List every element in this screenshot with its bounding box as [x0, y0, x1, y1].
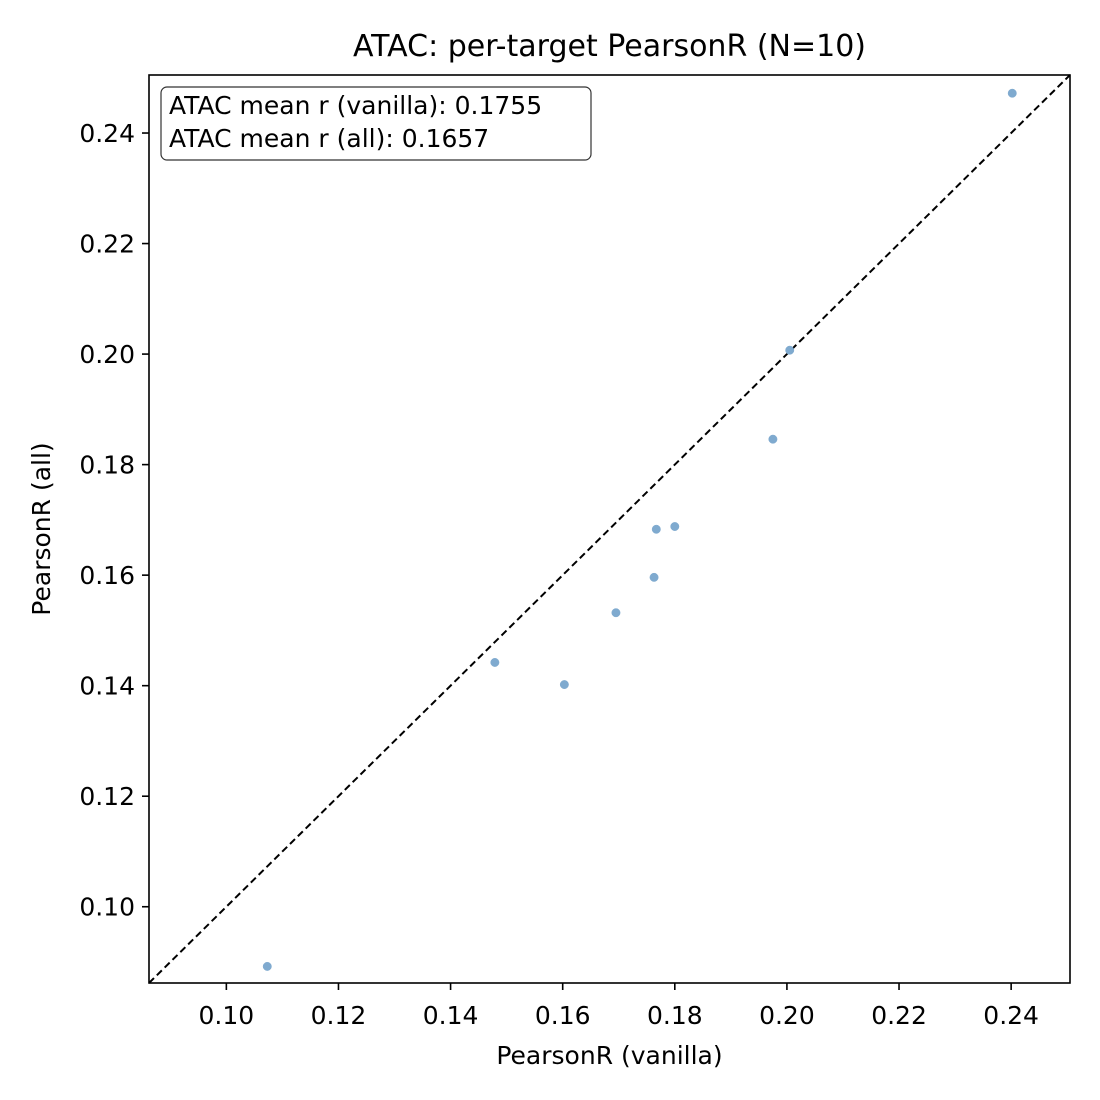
data-point [670, 522, 680, 531]
data-point [768, 434, 778, 444]
y-tick-label: 0.20 [79, 340, 135, 369]
y-tick-label: 0.14 [79, 672, 135, 701]
x-tick-label: 0.22 [871, 1001, 927, 1030]
y-tick-label: 0.22 [79, 230, 135, 259]
x-tick-label: 0.14 [423, 1001, 479, 1030]
x-tick-label: 0.16 [535, 1001, 591, 1030]
data-point [785, 345, 795, 355]
data-point [651, 524, 661, 534]
data-point [559, 680, 569, 690]
x-tick-label: 0.24 [983, 1001, 1039, 1030]
y-tick-label: 0.24 [79, 119, 135, 148]
x-tick-label: 0.20 [759, 1001, 815, 1030]
x-tick-label: 0.12 [311, 1001, 367, 1030]
annotation-line: ATAC mean r (vanilla): 0.1755 [169, 91, 542, 120]
data-point [490, 658, 500, 667]
plot-area [148, 74, 1071, 984]
y-tick-label: 0.18 [79, 451, 135, 480]
annotation-box: ATAC mean r (vanilla): 0.1755 ATAC mean … [160, 86, 592, 161]
identity-line [148, 74, 1071, 984]
annotation-line: ATAC mean r (all): 0.1657 [169, 124, 489, 153]
plot-frame [148, 74, 1071, 984]
data-point [611, 608, 621, 618]
y-axis-label: PearsonR (all) [27, 442, 56, 615]
annotation-frame [160, 86, 592, 161]
x-tick-label: 0.10 [199, 1001, 255, 1030]
data-point [1007, 88, 1017, 98]
x-axis-label: PearsonR (vanilla) [496, 1041, 722, 1070]
data-point [262, 961, 272, 971]
y-tick-label: 0.10 [79, 893, 135, 922]
y-tick-label: 0.12 [79, 782, 135, 811]
chart-title: ATAC: per-target PearsonR (N=10) [353, 29, 866, 64]
y-tick-label: 0.16 [79, 561, 135, 590]
x-tick-label: 0.18 [647, 1001, 703, 1030]
data-point [649, 572, 659, 582]
